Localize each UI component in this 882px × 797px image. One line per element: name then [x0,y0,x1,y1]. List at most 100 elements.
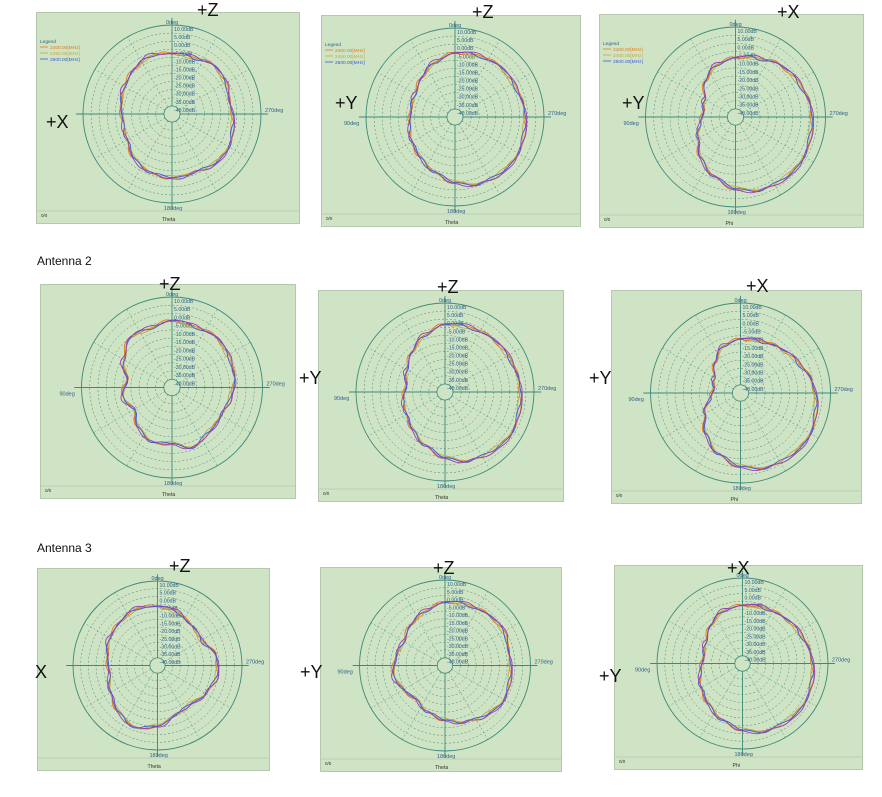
db-ring-label: -20.00dB [447,354,469,360]
center-marker [436,383,454,401]
db-ring-label: -15.00dB [738,70,760,76]
axis-name-label: Theta [445,220,458,226]
db-ring-label: 5.00dB [174,35,191,41]
grid-spoke [171,342,251,388]
polar-chart-svg: 10.00dB 5.00dB 0.00dB -5.00dB -10.00dB -15.00… [612,295,861,503]
axis-tag-a2b-top-z: +Z [437,277,459,297]
db-ring-label: -40.00dB [745,658,767,664]
db-ring-label: 0.00dB [743,321,760,327]
db-ring-label: 5.00dB [160,591,177,597]
db-ring-label: 10.00dB [743,305,763,311]
grid-spoke [171,113,250,159]
pattern-trace [119,52,235,179]
grid-spoke [690,38,736,118]
db-ring-label: -10.00dB [160,614,182,620]
db-ring-label: -10.00dB [457,62,479,68]
db-ring-label: -15.00dB [743,346,765,352]
db-ring-label: -20.00dB [447,629,469,635]
polar-chart-svg: 10.00dB 5.00dB 0.00dB -5.00dB -10.00dB -15.00… [600,19,863,227]
grid-spoke [127,113,173,192]
db-ring-label: -5.00dB [174,51,193,57]
db-ring-label: -35.00dB [743,379,765,385]
section-label-antenna-3: Antenna 3 [37,541,92,555]
db-ring-label: -35.00dB [738,103,760,109]
polar-chart-svg: 10.00dB 5.00dB 0.00dB -5.00dB -10.00dB -15.00… [322,20,580,226]
panel-footer-text: 0/0 [323,491,330,496]
db-ring-label: -15.00dB [447,345,469,351]
angle-label-left: 90deg [338,670,353,676]
grid-spoke [740,347,819,394]
db-ring-label: 5.00dB [447,590,464,596]
grid-spoke [84,623,158,666]
pattern-trace [401,323,522,462]
angle-label-left: 90deg [624,121,639,127]
pattern-trace [119,52,236,180]
pattern-trace [696,54,814,194]
legend-entry: 2400.00[MHz] [613,47,643,53]
axis-tag-a3c-left-y: +Y [599,666,622,686]
axis-tag-a3-top-z: +Z [169,556,191,576]
db-ring-label: -30.00dB [738,94,760,100]
angle-label-top: 0deg [166,20,178,26]
db-ring-label: -40.00dB [743,387,765,393]
db-ring-label: -20.00dB [174,76,196,82]
grid-spoke [370,665,446,709]
grid-spoke [400,314,446,393]
db-ring-label: -25.00dB [743,362,765,368]
grid-spoke [690,116,736,196]
pattern-trace [120,319,237,450]
angle-label-bottom: 180deg [164,481,182,487]
angle-label-right: 270deg [538,386,556,392]
axis-tag-a1c-left-y: +Y [622,93,645,113]
pattern-trace [402,322,522,463]
legend-entry: Legend [603,41,619,47]
db-ring-label: -15.00dB [745,619,767,625]
pattern-trace [105,606,219,729]
pattern-trace [391,601,513,725]
angle-label-bottom: 180deg [437,484,455,490]
axis-tag-a3-left-x: X [35,662,48,682]
angle-label-left: 90deg [635,668,650,674]
db-ring-label: -25.00dB [447,362,469,368]
angle-label-left: 90deg [344,121,359,127]
axis-tag-a1b-top-z: +Z [472,2,494,22]
angle-label-right: 270deg [835,387,853,393]
db-ring-label: -5.00dB [457,54,476,60]
axis-tag-a1-top-z: +Z [197,0,219,20]
db-ring-label: -40.00dB [447,660,469,666]
pattern-trace [703,337,819,472]
panel-footer-text: 0/0 [616,493,623,498]
polar-panel-a1-theta-xz: 10.00dB 5.00dB 0.00dB -5.00dB -10.00dB -15.00… [36,12,300,224]
axis-tag-a3b-top-z: +Z [433,558,455,578]
db-ring-label: 10.00dB [745,580,765,586]
polar-panel-a3-phi: 10.00dB 5.00dB 0.00dB -5.00dB -10.00dB -15.00… [614,565,863,770]
grid-spoke [668,620,743,664]
db-ring-label: -10.00dB [745,611,767,617]
db-ring-label: -30.00dB [457,95,479,101]
axis-tag-a1b-left-y: +Y [335,93,358,113]
db-ring-label: -15.00dB [457,70,479,76]
legend-entry: 2500.00[MHz] [50,57,80,63]
polar-panel-a2-theta-yz: 10.00dB 5.00dB 0.00dB -5.00dB -10.00dB -15.00… [318,290,564,502]
angle-label-bottom: 180deg [728,210,746,216]
polar-chart-svg: 10.00dB 5.00dB 0.00dB -5.00dB -10.00dB -15.00… [37,17,299,223]
angle-label-left: 90deg [60,392,75,398]
center-marker [149,657,166,674]
db-ring-label: -25.00dB [457,87,479,93]
db-ring-label: 5.00dB [447,313,464,319]
angle-label-bottom: 180deg [150,753,168,759]
angle-label-bottom: 180deg [447,209,465,215]
db-ring-label: 0.00dB [738,45,755,51]
grid-spoke [410,39,456,118]
db-ring-label: 10.00dB [174,299,194,305]
grid-spoke [735,116,781,196]
angle-label-top: 0deg [735,298,747,304]
db-ring-label: 5.00dB [457,38,474,44]
axis-name-label: Phi [733,763,741,769]
db-ring-label: -30.00dB [447,370,469,376]
pattern-trace [392,600,513,724]
center-marker [163,378,181,397]
grid-spoke [699,589,743,664]
grid-spoke [444,347,523,393]
db-ring-label: 10.00dB [738,29,758,35]
